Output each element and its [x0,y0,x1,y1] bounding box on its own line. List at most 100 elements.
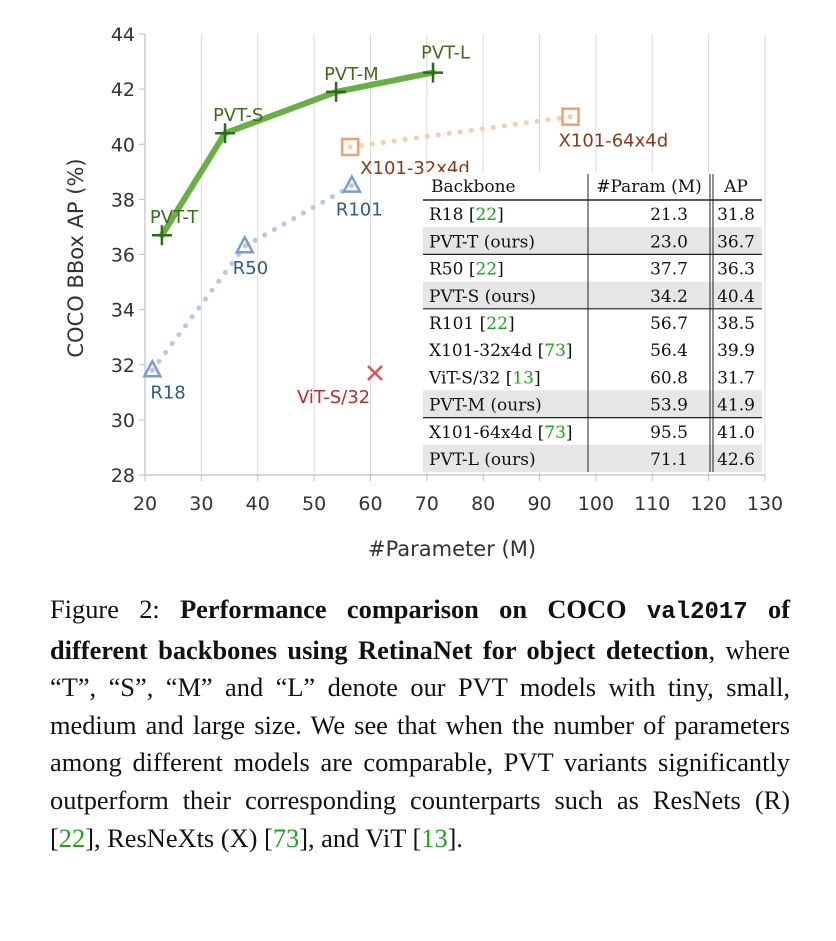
table-cell-ap: 41.0 [717,423,755,443]
cite-bracket: [ [474,314,486,334]
table-cell-ap: 39.9 [717,341,755,361]
caption-title-mono: val2017 [646,599,748,626]
x-marker-b [367,365,383,381]
table-cell-param: 23.0 [650,232,688,252]
y-tick-label: 44 [111,24,135,46]
point-label: R50 [233,258,268,279]
citation-link[interactable]: 13 [512,368,534,388]
x-tick-label: 60 [358,493,382,515]
point-label: PVT-T [150,207,199,228]
citation-link[interactable]: 22 [475,260,497,280]
x-tick-label: 90 [527,493,551,515]
cite-bracket: [ [532,341,544,361]
table-cell-backbone: PVT-L (ours) [429,450,536,470]
cite-bracket: ] [497,205,504,225]
table-row-shade [423,227,762,255]
chart: 20 30 40 50 60 70 80 90 100 110 120 130 28 30 32 34 36 38… [64,24,783,561]
series-line [347,114,574,150]
cite-bracket: [ [463,205,475,225]
table-cell-ap: 31.8 [717,205,755,225]
table-cell-param: 56.4 [650,341,688,361]
backbone-name: R18 [429,205,463,225]
x-tick-label: 110 [634,493,670,515]
citation-link[interactable]: 22 [475,205,497,225]
citation-link[interactable]: 73 [544,423,566,443]
cite-bracket: [ [532,423,544,443]
cite-bracket: ] [566,423,573,443]
y-tick-label: 38 [111,189,135,211]
table-cell-backbone: X101-32x4d [73] [429,341,573,361]
caption-text-3: ], and ViT [ [299,822,422,853]
caption-text-2: ], ResNeXts (X) [ [85,822,273,853]
x-tick-label: 50 [302,493,326,515]
citation-link[interactable]: 22 [486,314,508,334]
backbone-name: PVT-M (ours) [429,396,542,416]
x-tick-label: 80 [471,493,495,515]
table-cell-ap: 36.7 [717,232,755,252]
caption-text-4: ]. [447,822,464,853]
x-tick-label: 100 [578,493,614,515]
table-cell-backbone: PVT-T (ours) [429,232,535,252]
y-tick-label: 30 [111,410,135,432]
y-tick-label: 40 [111,134,135,156]
point-label: PVT-L [421,43,470,64]
caption-ref-13[interactable]: 13 [421,822,448,853]
cite-bracket: [ [500,368,512,388]
triangle-marker [142,358,163,378]
table-header: #Param (M) [596,177,702,197]
x-tick-label: 130 [747,493,783,515]
caption-title: Performance comparison on COCO val2017 o… [50,594,790,665]
y-tick-label: 42 [111,79,135,101]
y-axis-title: COCO BBox AP (%) [64,158,88,357]
series-group: ViT-S/32 [297,365,383,408]
point-label: PVT-M [324,64,379,85]
caption-ref-73[interactable]: 73 [272,822,300,853]
x-axis-title: #Parameter (M) [368,537,536,561]
table-background [423,172,762,472]
table-cell-ap: 41.9 [717,396,755,416]
table-row-shade [423,444,762,472]
square-marker [340,137,360,157]
table-cell-param: 37.7 [650,260,688,280]
backbone-name: X101-32x4d [429,341,532,361]
table-row-shade [423,390,762,418]
x-tick-label: 120 [691,493,727,515]
x-tick-label: 30 [189,493,213,515]
chart-series: PVT-T PVT-S PVT-M PVT-L R18 R50 R101 X101-32x4d… [142,43,668,408]
backbone-name: ViT-S/32 [428,368,500,388]
cite-bracket: [ [463,260,475,280]
caption-text-1: , where “T”, “S”, “M” and “L” denote our… [50,634,790,853]
point-label: R18 [150,382,185,403]
series-line [149,183,355,373]
table-cell-backbone: ViT-S/32 [13] [428,368,541,388]
table-cell-backbone: PVT-M (ours) [429,396,542,416]
table-cell-backbone: R101 [22] [429,314,515,334]
y-tick-label: 28 [111,465,135,487]
x-tick-label: 40 [246,493,270,515]
caption-ref-22[interactable]: 22 [58,822,86,853]
cite-bracket: ] [508,314,515,334]
citation-link[interactable]: 73 [544,341,566,361]
table-cell-param: 53.9 [650,396,688,416]
table-cell-ap: 42.6 [717,450,755,470]
table-cell-ap: 40.4 [717,287,755,307]
table-header: Backbone [431,177,516,197]
table-cell-backbone: PVT-S (ours) [429,287,536,307]
table-cell-param: 21.3 [650,205,688,225]
triangle-marker [234,234,255,254]
triangle-marker [341,173,362,193]
table-header: AP [723,177,748,197]
square-marker [561,107,580,126]
series-group: R18 R50 R101 [142,173,383,403]
caption-prefix: Figure 2: [50,594,181,624]
table-cell-ap: 31.7 [717,368,755,388]
table-cell-param: 34.2 [650,287,688,307]
table-cell-ap: 38.5 [717,314,755,334]
caption-title-part1: Performance comparison on COCO [180,594,647,624]
backbone-name: PVT-T (ours) [429,232,535,252]
y-tick-label: 34 [111,300,135,322]
x-tick-label: 70 [415,493,439,515]
series-group: PVT-T PVT-S PVT-M PVT-L [150,43,470,246]
table-cell-backbone: R18 [22] [429,205,504,225]
